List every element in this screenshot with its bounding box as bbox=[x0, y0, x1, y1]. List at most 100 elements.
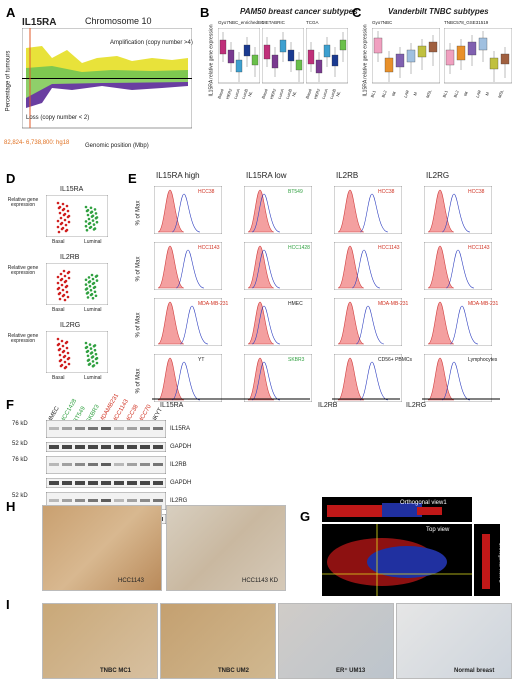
histogram bbox=[244, 298, 312, 346]
cell-line-label: MDA-MB-231 bbox=[378, 301, 409, 307]
subtype-label: BL1 bbox=[369, 89, 377, 99]
y-axis-label: % of Max bbox=[135, 368, 142, 394]
gene-title: IL2RG bbox=[60, 322, 81, 329]
panel-label: A bbox=[6, 5, 16, 20]
histogram bbox=[154, 354, 222, 402]
cell-line-label: MDA-MB-231 bbox=[198, 301, 229, 307]
panel-label: H bbox=[6, 499, 16, 514]
cell-line-label: HCC38 bbox=[378, 189, 395, 195]
image-label: TNBC UM2 bbox=[218, 668, 249, 674]
cell-line-label: HCC1143 bbox=[468, 245, 490, 251]
subtype-label: IM bbox=[462, 90, 469, 97]
gene-label: IL15RA bbox=[22, 17, 57, 28]
subtype-label: BL2 bbox=[452, 89, 460, 99]
panel-title: Vanderbilt TNBC subtypes bbox=[388, 7, 489, 16]
panel-label: B bbox=[200, 5, 210, 20]
subtype-label: IM bbox=[390, 90, 397, 97]
blot-label: IL15RA bbox=[170, 426, 191, 432]
blot-band bbox=[46, 442, 166, 452]
column-title: IL2RB bbox=[336, 171, 359, 180]
copy-number-plot bbox=[22, 28, 192, 129]
boxplot bbox=[262, 28, 304, 84]
x-axis-label: IL15RA bbox=[160, 402, 184, 409]
histogram bbox=[424, 354, 492, 402]
panel-label: G bbox=[300, 509, 311, 524]
y-axis-label: IL15RA relative gene expression bbox=[362, 24, 369, 97]
histogram bbox=[424, 298, 492, 346]
cell-line-label: HCC38 bbox=[198, 189, 215, 195]
cell-line-label: HCC1428 bbox=[288, 245, 310, 251]
blot-label: GAPDH bbox=[170, 444, 192, 450]
cell-line-label: HCC1143 bbox=[198, 245, 220, 251]
cell-line-label: HMEC bbox=[288, 301, 303, 307]
panel-label: E bbox=[128, 171, 137, 186]
cell-line-label: SKBR3 bbox=[288, 357, 305, 363]
boxplot bbox=[372, 28, 440, 84]
group-label: Luminal bbox=[84, 307, 102, 313]
dataset-title: METABRIC bbox=[262, 20, 285, 25]
ihc-image bbox=[278, 603, 394, 679]
scatter-plot bbox=[46, 263, 108, 305]
cell-line-label: HCC1143 bbox=[378, 245, 400, 251]
group-label: Basal bbox=[52, 307, 65, 313]
group-label: Basal bbox=[52, 239, 65, 245]
panel-label: F bbox=[6, 397, 14, 412]
image-label: ER⁺ UM13 bbox=[336, 668, 366, 674]
size-marker: 52 kD bbox=[12, 441, 28, 447]
histogram bbox=[154, 242, 222, 290]
y-axis-label: Relative gene expression bbox=[7, 197, 39, 208]
dataset-title: TNBC578_GSE31519 bbox=[444, 20, 489, 25]
cell-line-label: YT bbox=[198, 357, 205, 363]
blot-label: GAPDH bbox=[170, 480, 192, 486]
scatter-plot bbox=[46, 331, 108, 373]
subtype-label: NL bbox=[246, 90, 254, 98]
coordinate-note: 82,824- 6,738,800: hg18 bbox=[4, 140, 70, 146]
subtype-label: MSL bbox=[424, 89, 433, 99]
subtype-label: NL bbox=[334, 90, 342, 98]
ihc-image bbox=[42, 505, 162, 591]
gene-title: IL15RA bbox=[60, 186, 84, 193]
y-axis-label: % of Max bbox=[135, 312, 142, 338]
y-axis-label: % of Max bbox=[135, 200, 142, 226]
y-axis-label: Relative gene expression bbox=[7, 333, 39, 344]
image-label: HCC1143 bbox=[118, 578, 144, 584]
panel-title: Chromosome 10 bbox=[85, 16, 152, 26]
annotation: Amplification (copy number >4) bbox=[110, 40, 193, 46]
boxplot bbox=[218, 28, 260, 84]
histogram bbox=[334, 242, 402, 290]
blot-band bbox=[46, 420, 166, 438]
x-axis-label: IL2RG bbox=[406, 402, 427, 409]
panel-label: D bbox=[6, 171, 16, 186]
signal bbox=[327, 503, 442, 517]
y-axis-label: % of Max bbox=[135, 256, 142, 282]
group-label: Basal bbox=[52, 375, 65, 381]
cell-line-label: CD56+ PBMCs bbox=[378, 357, 413, 363]
signal bbox=[322, 524, 472, 596]
subtype-label: MSL bbox=[496, 89, 505, 99]
histogram bbox=[244, 354, 312, 402]
dataset-title: Gyo7NBC bbox=[372, 20, 393, 25]
ihc-image bbox=[166, 505, 286, 591]
subtype-label: BL2 bbox=[380, 89, 388, 99]
size-marker: 76 kD bbox=[12, 457, 28, 463]
cell-line-label: MDA-MB-231 bbox=[468, 301, 499, 307]
ihc-image bbox=[396, 603, 512, 679]
ihc-image bbox=[42, 603, 158, 679]
scatter-plot bbox=[46, 195, 108, 237]
panel-title: PAM50 breast cancer subtypes bbox=[240, 7, 358, 16]
subtype-label: M bbox=[484, 91, 491, 97]
size-marker: 52 kD bbox=[12, 493, 28, 499]
y-axis-label: Relative gene expression bbox=[7, 265, 39, 276]
image-label: TNBC MC1 bbox=[100, 668, 131, 674]
x-axis-label: IL2RB bbox=[318, 402, 338, 409]
panel-label: I bbox=[6, 597, 10, 612]
histogram bbox=[334, 186, 402, 234]
ihc-image bbox=[160, 603, 276, 679]
y-axis-label: Percentage of tumours bbox=[5, 50, 12, 112]
histogram bbox=[334, 298, 402, 346]
histogram bbox=[424, 242, 492, 290]
blot-band bbox=[46, 456, 166, 474]
subtype-label: BL1 bbox=[441, 89, 449, 99]
histogram bbox=[244, 242, 312, 290]
boxplot bbox=[306, 28, 348, 84]
